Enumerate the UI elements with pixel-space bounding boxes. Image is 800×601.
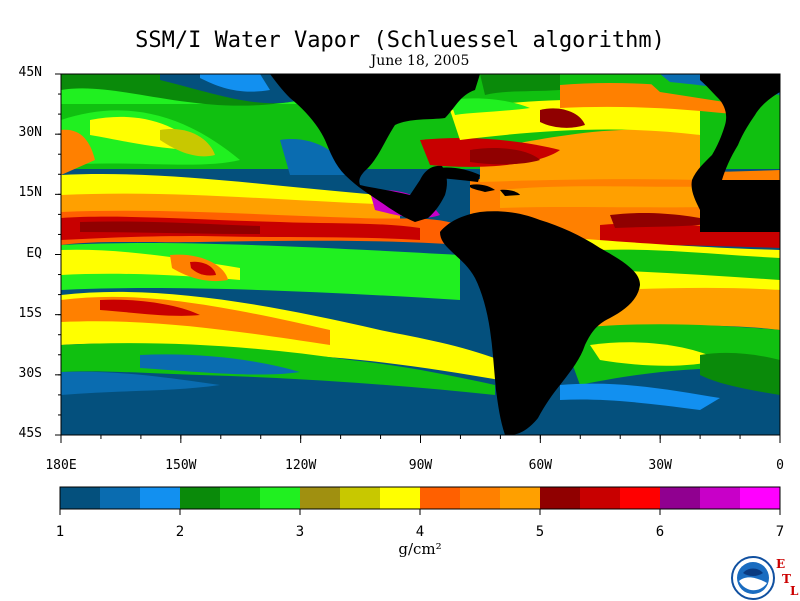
colorbar-swatch	[260, 487, 301, 509]
colorbar-swatch	[580, 487, 621, 509]
lat-label: 15N	[18, 185, 42, 201]
lon-label: 90W	[408, 458, 433, 473]
lon-label: 120W	[285, 458, 317, 473]
lat-label: 45N	[18, 65, 42, 80]
colorbar-swatch	[740, 487, 781, 509]
map-title: SSM/I Water Vapor (Schluessel algorithm)	[135, 28, 665, 53]
lat-label: 30S	[18, 365, 42, 381]
colorbar-swatch	[220, 487, 261, 509]
lat-label: 45S	[18, 426, 42, 441]
colorbar-units: g/cm²	[398, 540, 442, 558]
lon-label: 60W	[528, 458, 553, 473]
colorbar-label: 1	[55, 524, 65, 540]
map-field	[61, 74, 780, 435]
lon-ticks	[60, 435, 781, 443]
colorbar-swatch	[340, 487, 381, 509]
colorbar-swatch	[540, 487, 581, 509]
lon-label: 180E	[45, 458, 77, 473]
colorbar-swatch	[500, 487, 541, 509]
lab-letter-t: T	[782, 572, 791, 586]
colorbar-swatch	[620, 487, 661, 509]
lat-label: 15S	[18, 305, 42, 321]
noaa-logo-icon	[731, 556, 775, 600]
lab-letter-l: L	[790, 584, 799, 598]
lon-label: 0	[776, 458, 784, 473]
colorbar-swatch	[380, 487, 421, 509]
colorbar-label: 7	[775, 524, 785, 540]
colorbar-swatch	[460, 487, 501, 509]
colorbar-label: 3	[295, 524, 305, 540]
lon-label: 30W	[648, 458, 672, 473]
colorbar-swatch	[60, 487, 101, 509]
lab-letter-e: E	[776, 557, 786, 571]
colorbar-swatch	[140, 487, 181, 509]
colorbar	[59, 486, 781, 515]
map-date: June 18, 2005	[370, 53, 470, 69]
colorbar-label: 5	[535, 524, 545, 540]
colorbar-swatch	[660, 487, 701, 509]
colorbar-swatch	[700, 487, 741, 509]
colorbar-swatch	[100, 487, 141, 509]
lat-label: 30N	[18, 125, 42, 141]
lon-label: 150W	[165, 458, 197, 473]
colorbar-swatch	[180, 487, 221, 509]
colorbar-label: 6	[655, 524, 665, 540]
colorbar-swatch	[300, 487, 341, 509]
lat-ticks	[55, 73, 61, 436]
colorbar-swatch	[420, 487, 461, 509]
colorbar-label: 2	[175, 524, 185, 540]
lat-label: EQ	[26, 245, 42, 261]
colorbar-label: 4	[415, 524, 425, 540]
